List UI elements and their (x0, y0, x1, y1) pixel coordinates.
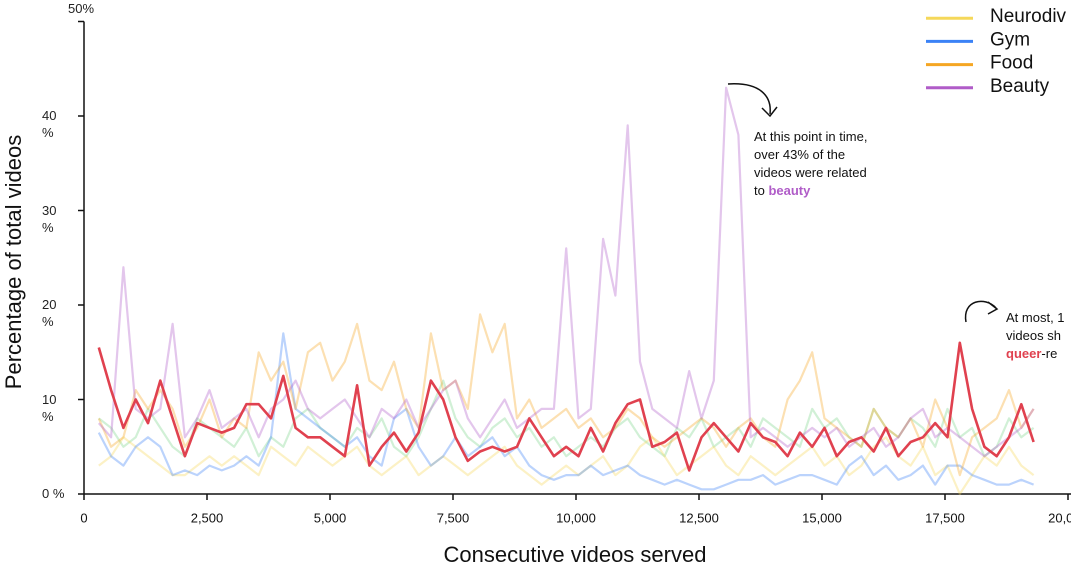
series-line (97, 332, 1034, 491)
annotation-highlight: beauty (768, 183, 811, 198)
y-tick-label: 10 % (42, 391, 57, 424)
annotation-arrow (964, 300, 999, 323)
x-tick-label: 15,000 (802, 510, 842, 525)
series-line (97, 341, 1035, 472)
annotation-line: over 43% of the (754, 147, 846, 162)
series-line (97, 86, 1035, 458)
x-tick-label: 0 (80, 510, 87, 525)
y-tick-label: 0 % (42, 486, 65, 501)
annotation-text: -re (1041, 346, 1058, 361)
series-line (97, 313, 1035, 477)
x-tick-label: 7,500 (437, 510, 470, 525)
x-tick-label: 5,000 (314, 510, 347, 525)
annotation-line: videos were related (754, 165, 867, 180)
x-tick-label: 17,500 (925, 510, 965, 525)
legend-label: Pets (990, 0, 1028, 4)
x-tick-label: 2,500 (191, 510, 224, 525)
annotation: At most, 1 videos sh queer-re (1006, 309, 1065, 363)
y-tick-label: 40 % (42, 108, 57, 140)
annotation-arrow (727, 83, 778, 118)
y-axis-title: Percentage of total videos (1, 135, 26, 389)
annotation-line: videos sh (1006, 328, 1061, 343)
x-tick-label: 10,000 (556, 510, 596, 525)
legend-label: Gym (990, 29, 1030, 50)
annotation-text: to (754, 183, 765, 198)
annotation-line: to beauty (754, 182, 867, 200)
y-tick-label: 30 % (42, 202, 57, 235)
annotation: At this point in time, over 43% of the v… (754, 128, 867, 200)
legend-label: Beauty (990, 76, 1050, 97)
y-tick-label: 20 % (42, 297, 57, 329)
annotation-line: At most, 1 (1006, 310, 1065, 325)
x-tick-label: 12,500 (679, 510, 719, 525)
annotation-line: queer-re (1006, 345, 1065, 363)
x-axis-title: Consecutive videos served (444, 542, 707, 567)
x-tick-label: 20,000 (1048, 510, 1071, 525)
legend-label: Neurodiv (990, 6, 1067, 27)
legend-label: Food (990, 53, 1033, 74)
y-tick-label: 50% (68, 0, 95, 16)
annotation-line: At this point in time, (754, 129, 868, 144)
annotation-highlight: queer (1006, 346, 1042, 361)
series-line (98, 379, 1035, 458)
